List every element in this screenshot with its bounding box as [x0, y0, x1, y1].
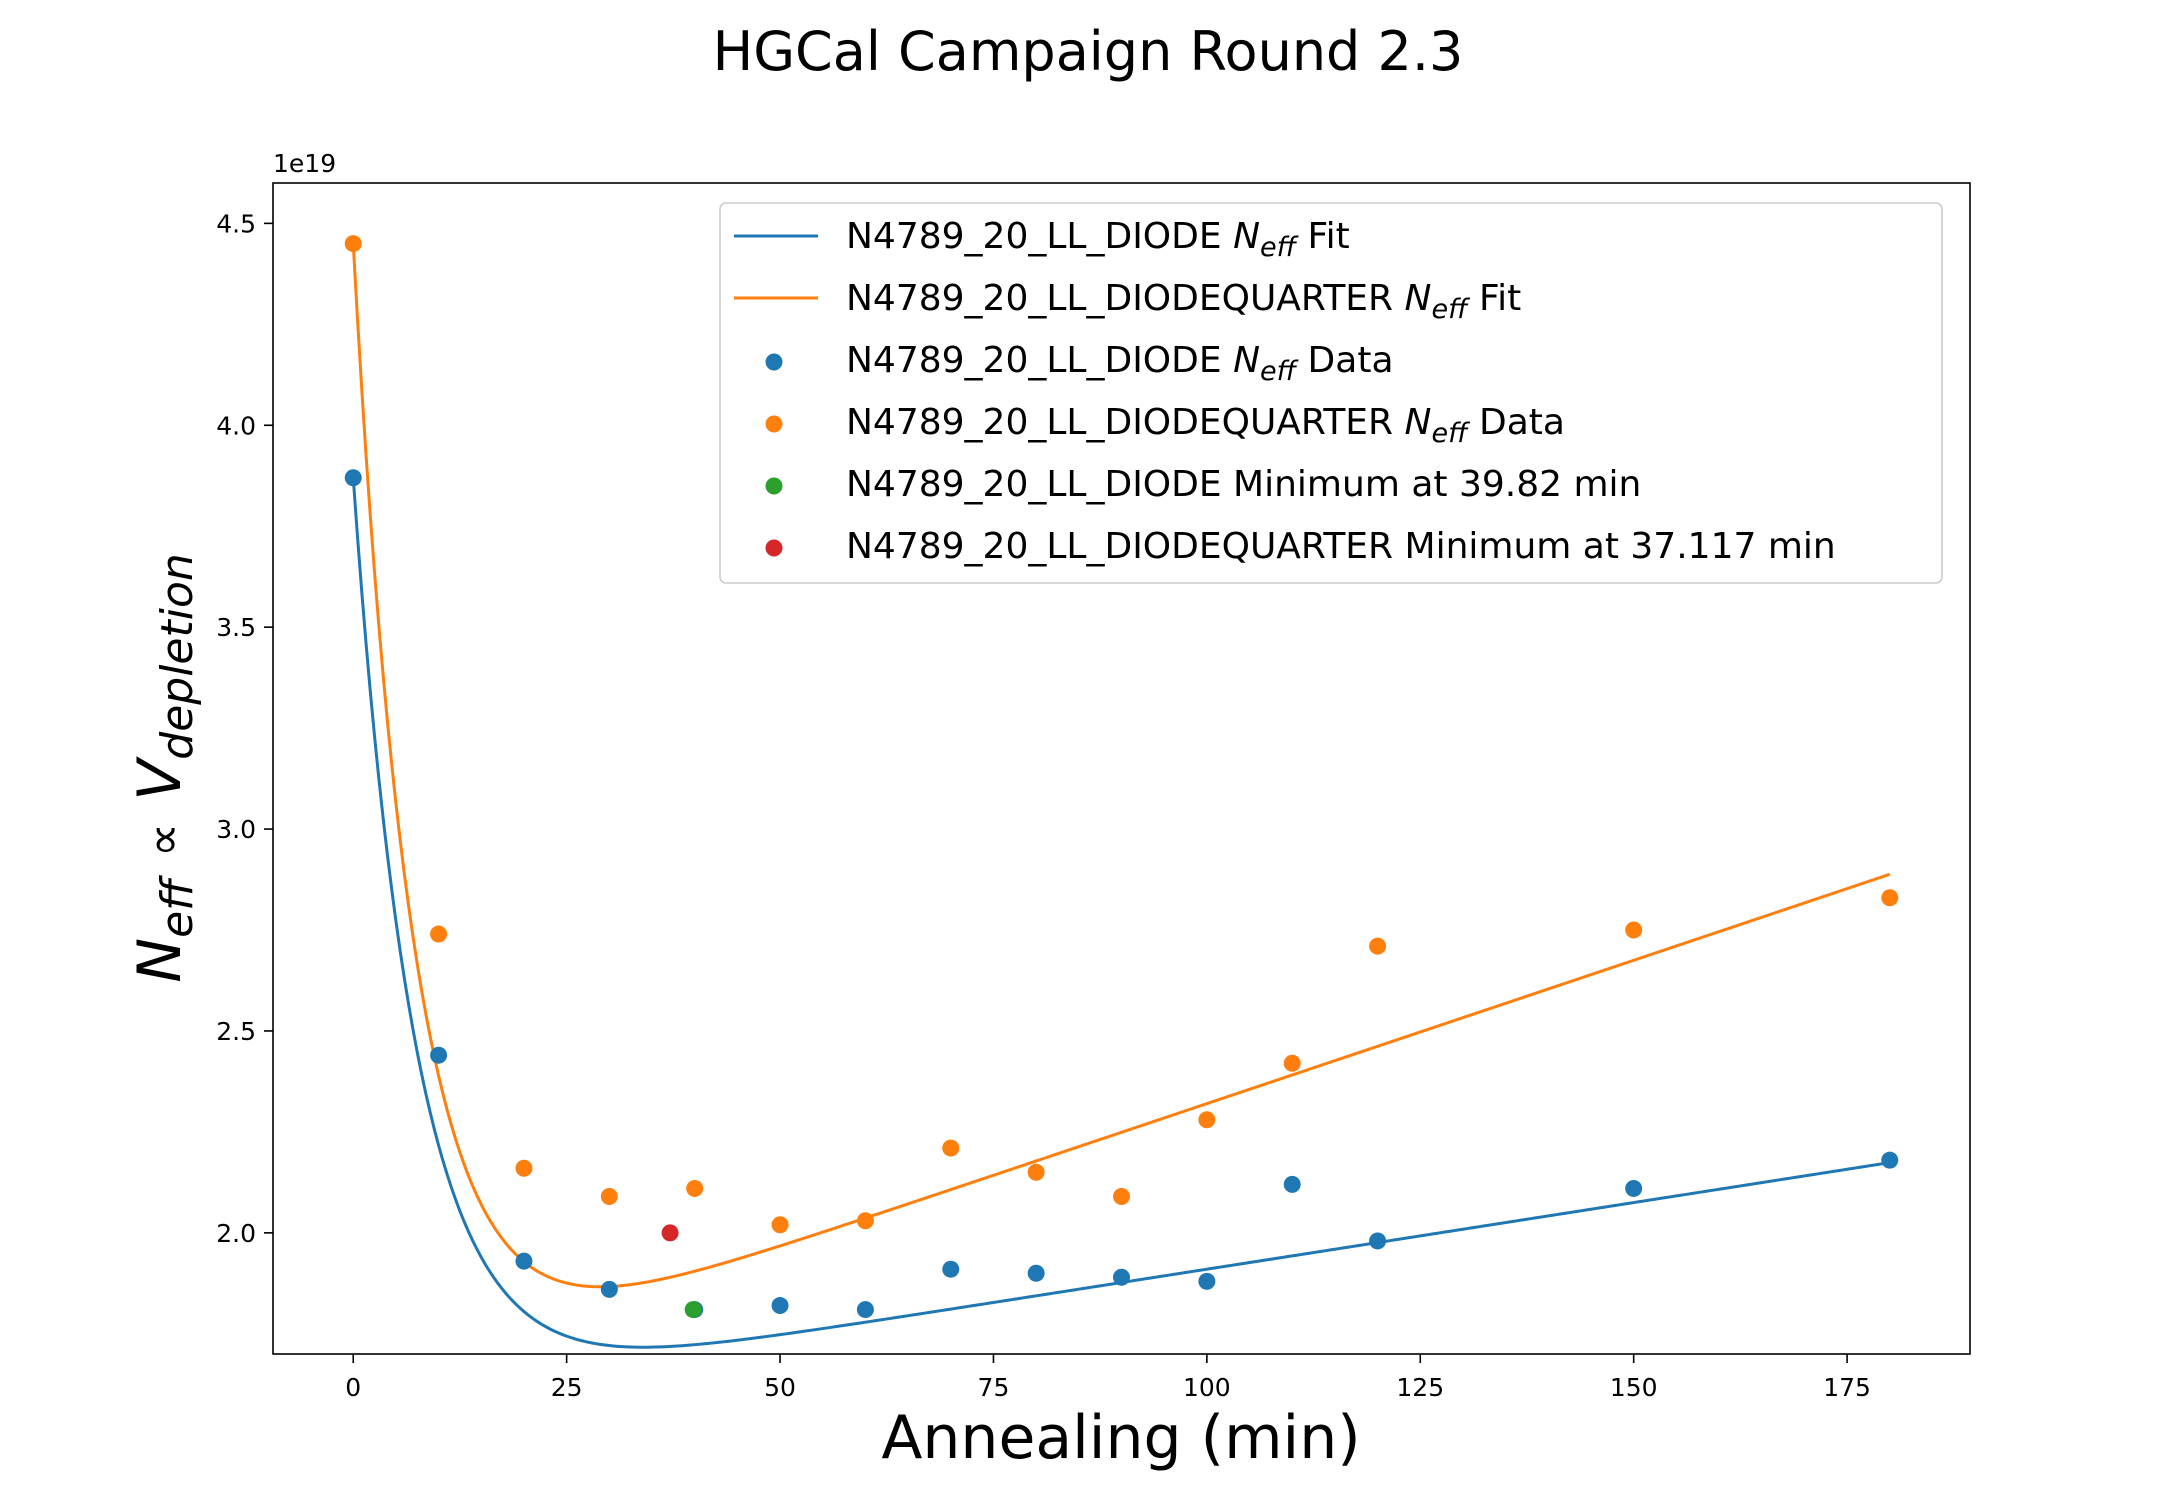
data-point-n4789-20-ll-diodequarter [515, 1159, 533, 1177]
legend-label: N4789_20_LL_DIODEQUARTER Neff Fit [846, 278, 1521, 325]
legend-entry-n4789-20-ll-diode-fit: N4789_20_LL_DIODE Neff Fit [734, 216, 1350, 263]
legend-entries: N4789_20_LL_DIODE Neff Fit N4789_20_LL_DI… [734, 216, 1836, 567]
data-point-n4789-20-ll-diode [600, 1280, 618, 1298]
data-point-n4789-20-ll-diode [1369, 1232, 1387, 1250]
x-axis-ticks: 0 25 50 75 100 125 150 175 [345, 1354, 1871, 1402]
y-axis-title-v: V [125, 756, 195, 801]
data-point-n4789-20-ll-diode [771, 1297, 789, 1315]
minimum-point-n4789-20-ll-diodequarter [661, 1224, 679, 1242]
legend-box [719, 202, 1943, 584]
chart-title: HGCal Campaign Round 2.3 [713, 20, 1464, 83]
data-point-n4789-20-ll-diode [344, 469, 362, 487]
x-tick-label: 175 [1823, 1373, 1871, 1402]
legend-marker-swatch [765, 477, 783, 495]
legend-label: N4789_20_LL_DIODE Neff Fit [846, 216, 1350, 263]
data-point-n4789-20-ll-diodequarter [344, 235, 362, 253]
x-tick-label: 0 [345, 1373, 361, 1402]
data-point-n4789-20-ll-diodequarter [600, 1188, 618, 1206]
legend-entry-n4789-20-ll-diode-minimum: N4789_20_LL_DIODE Minimum at 39.82 min [765, 464, 1641, 505]
y-tick-label: 4.5 [216, 209, 256, 238]
y-axis-title: Neff ∝ Vdepletion [125, 553, 203, 983]
x-tick-label: 100 [1183, 1373, 1231, 1402]
y-axis-title-n: N [125, 938, 195, 983]
legend-entry-n4789-20-ll-diodequarter-minimum: N4789_20_LL_DIODEQUARTER Minimum at 37.1… [765, 526, 1836, 567]
data-point-n4789-20-ll-diodequarter [1283, 1054, 1301, 1072]
data-point-n4789-20-ll-diode [856, 1301, 874, 1319]
data-point-n4789-20-ll-diode [430, 1046, 448, 1064]
data-point-n4789-20-ll-diodequarter [771, 1216, 789, 1234]
y-axis-title-proportional: ∝ [136, 823, 192, 857]
data-point-n4789-20-ll-diodequarter [1369, 937, 1387, 955]
y-axis-title-n-sub: eff [152, 875, 203, 938]
legend: N4789_20_LL_DIODE Neff Fit N4789_20_LL_DI… [719, 202, 1943, 584]
y-tick-label: 2.5 [216, 1017, 256, 1046]
legend-marker-swatch [765, 353, 783, 371]
data-point-n4789-20-ll-diode [1283, 1175, 1301, 1193]
plot-area [272, 182, 1971, 1355]
y-tick-label: 3.5 [216, 613, 256, 642]
y-tick-label: 3.0 [216, 815, 256, 844]
data-point-n4789-20-ll-diodequarter [1881, 889, 1899, 907]
legend-marker-swatch [765, 415, 783, 433]
data-point-n4789-20-ll-diodequarter [856, 1212, 874, 1230]
data-points [344, 235, 1899, 1319]
data-point-n4789-20-ll-diodequarter [430, 925, 448, 943]
data-point-n4789-20-ll-diode [515, 1252, 533, 1270]
data-point-n4789-20-ll-diode [1625, 1179, 1643, 1197]
legend-marker-swatch [765, 539, 783, 557]
plot-frame [272, 182, 1971, 1355]
y-axis-offset-label: 1e19 [273, 149, 336, 178]
data-point-n4789-20-ll-diodequarter [1113, 1188, 1130, 1206]
data-point-n4789-20-ll-diodequarter [1625, 921, 1643, 939]
data-point-n4789-20-ll-diode [1198, 1272, 1216, 1290]
y-axis-ticks: 2.0 2.5 3.0 3.5 4.0 4.5 [216, 209, 273, 1248]
data-point-n4789-20-ll-diode [1881, 1151, 1899, 1169]
data-point-n4789-20-ll-diodequarter [1198, 1111, 1216, 1129]
data-point-n4789-20-ll-diodequarter [686, 1179, 704, 1197]
x-axis-title: Annealing (min) [881, 1403, 1360, 1473]
x-tick-label: 75 [978, 1373, 1010, 1402]
x-tick-label: 150 [1610, 1373, 1658, 1402]
y-tick-label: 4.0 [216, 411, 256, 440]
fit-line-n4789-20-ll-diode [351, 477, 1890, 1349]
data-point-n4789-20-ll-diode [1113, 1268, 1130, 1286]
legend-label: N4789_20_LL_DIODE Neff Data [846, 340, 1394, 387]
minimum-point-n4789-20-ll-diode [684, 1301, 702, 1319]
data-point-n4789-20-ll-diode [942, 1260, 960, 1278]
legend-label: N4789_20_LL_DIODE Minimum at 39.82 min [846, 464, 1641, 505]
data-point-n4789-20-ll-diodequarter [1027, 1163, 1045, 1181]
data-point-n4789-20-ll-diode [1027, 1264, 1045, 1282]
data-point-n4789-20-ll-diodequarter [942, 1139, 960, 1157]
legend-label: N4789_20_LL_DIODEQUARTER Minimum at 37.1… [846, 526, 1836, 567]
x-tick-label: 25 [551, 1373, 583, 1402]
y-tick-label: 2.0 [216, 1219, 256, 1248]
legend-entry-n4789-20-ll-diodequarter-fit: N4789_20_LL_DIODEQUARTER Neff Fit [734, 278, 1521, 325]
legend-entry-n4789-20-ll-diodequarter-data: N4789_20_LL_DIODEQUARTER Neff Data [765, 402, 1565, 449]
y-axis-title-v-sub: depletion [152, 553, 203, 760]
legend-label: N4789_20_LL_DIODEQUARTER Neff Data [846, 402, 1565, 449]
legend-entry-n4789-20-ll-diode-data: N4789_20_LL_DIODE Neff Data [765, 340, 1394, 387]
x-tick-label: 125 [1396, 1373, 1444, 1402]
x-tick-label: 50 [764, 1373, 796, 1402]
